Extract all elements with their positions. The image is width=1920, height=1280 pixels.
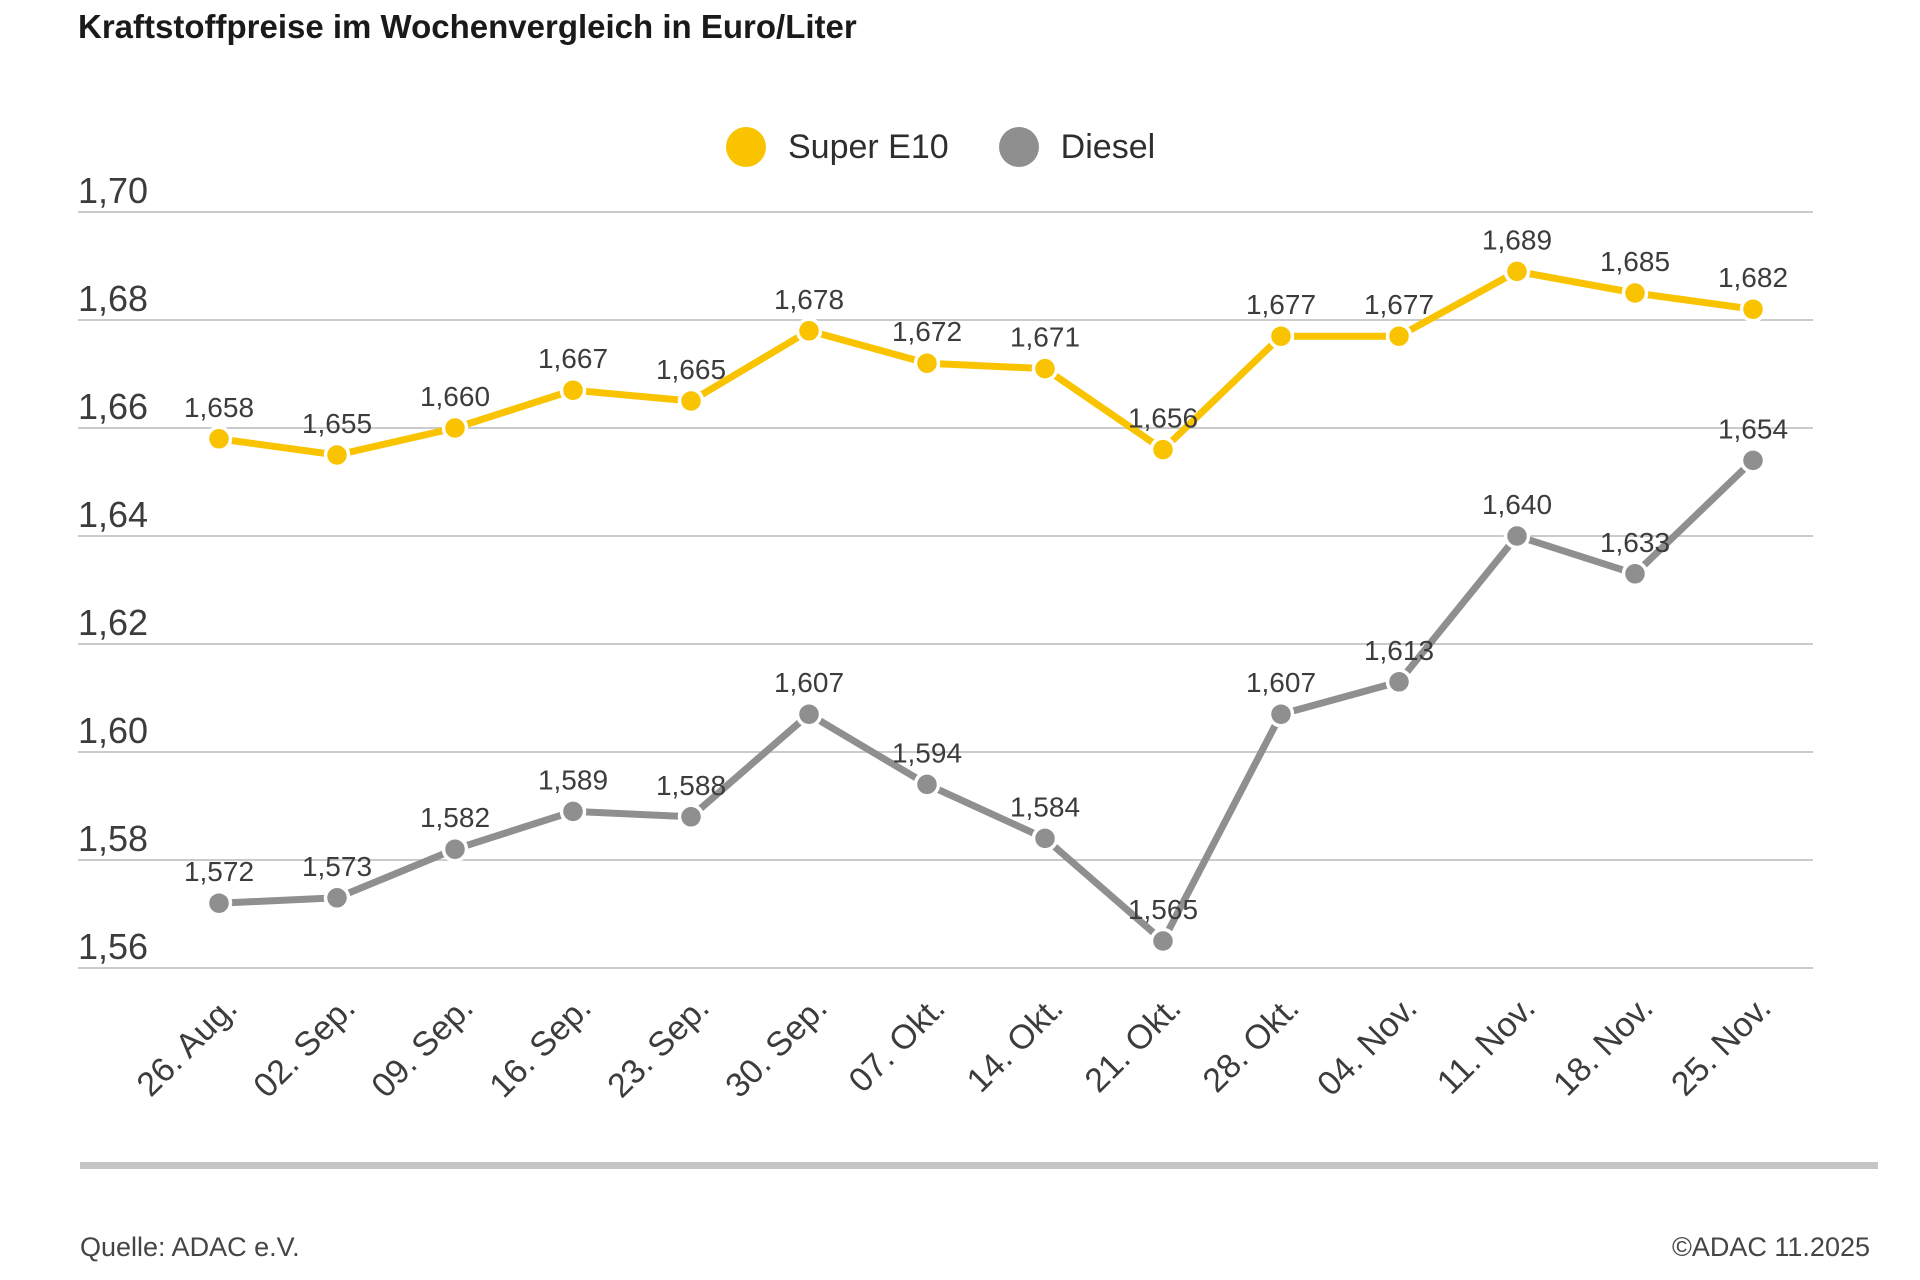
data-point-diesel (1503, 522, 1531, 550)
data-point-super-e10 (1149, 436, 1177, 463)
data-point-label-super-e10: 1,658 (184, 392, 254, 423)
data-point-label-diesel: 1,588 (656, 770, 726, 801)
data-point-label-diesel: 1,572 (184, 856, 254, 887)
data-point-diesel (205, 889, 233, 917)
x-tick-label: 16. Sep. (482, 989, 598, 1105)
data-point-label-super-e10: 1,660 (420, 381, 490, 412)
legend-label-diesel: Diesel (1060, 127, 1156, 166)
data-point-label-diesel: 1,613 (1364, 635, 1434, 666)
data-point-label-diesel: 1,607 (774, 667, 844, 698)
series-line-super-e10 (215, 267, 1757, 459)
y-tick-label: 1,70 (78, 170, 148, 211)
data-point-super-e10 (205, 425, 233, 453)
data-point-diesel (913, 771, 941, 798)
data-point-label-super-e10: 1,677 (1246, 289, 1316, 320)
data-point-label-diesel: 1,640 (1482, 489, 1552, 520)
data-point-super-e10 (1031, 355, 1059, 382)
x-tick-label: 07. Okt. (842, 989, 953, 1100)
data-point-diesel (559, 798, 587, 825)
y-tick-label: 1,64 (78, 494, 148, 535)
data-point-diesel (1385, 668, 1413, 696)
y-tick-label: 1,66 (78, 386, 148, 427)
data-point-label-super-e10: 1,656 (1128, 403, 1198, 434)
data-point-label-diesel: 1,573 (302, 851, 372, 882)
data-point-label-diesel: 1,582 (420, 802, 490, 833)
source-note: Quelle: ADAC e.V. (80, 1232, 300, 1262)
data-point-super-e10 (1385, 322, 1413, 350)
y-tick-label: 1,68 (78, 278, 148, 319)
y-tick-label: 1,60 (78, 710, 148, 751)
data-point-diesel (677, 803, 705, 831)
data-point-diesel (441, 835, 469, 863)
x-tick-label: 09. Sep. (364, 989, 480, 1105)
y-tick-label: 1,58 (78, 818, 148, 859)
x-tick-label: 30. Sep. (718, 989, 834, 1105)
x-tick-label: 21. Okt. (1078, 989, 1189, 1100)
data-point-label-super-e10: 1,689 (1482, 224, 1552, 255)
data-point-super-e10 (1503, 258, 1531, 285)
chart-legend: Super E10 Diesel (726, 124, 1155, 170)
data-point-diesel (1031, 825, 1059, 852)
data-point-super-e10 (323, 441, 351, 469)
data-point-label-super-e10: 1,677 (1364, 289, 1434, 320)
x-tick-label: 02. Sep. (246, 989, 362, 1105)
data-point-label-diesel: 1,594 (892, 737, 962, 768)
data-point-label-diesel: 1,565 (1128, 894, 1198, 925)
x-tick-label: 28. Okt. (1196, 989, 1307, 1100)
data-point-label-super-e10: 1,655 (302, 408, 372, 439)
data-point-diesel (1267, 700, 1295, 728)
footer-divider (80, 1162, 1878, 1169)
legend-label-super-e10: Super E10 (788, 127, 949, 166)
chart-title: Kraftstoffpreise im Wochenvergleich in E… (78, 8, 857, 45)
data-point-diesel (1739, 447, 1767, 474)
data-point-label-super-e10: 1,665 (656, 354, 726, 385)
data-point-label-super-e10: 1,667 (538, 343, 608, 374)
data-point-super-e10 (441, 414, 469, 442)
data-point-label-diesel: 1,589 (538, 764, 608, 795)
copyright-note: ©ADAC 11.2025 (1671, 1232, 1870, 1262)
data-point-super-e10 (1621, 279, 1649, 307)
data-point-label-super-e10: 1,671 (1010, 322, 1080, 353)
data-point-label-super-e10: 1,685 (1600, 246, 1670, 277)
x-tick-label: 04. Nov. (1310, 989, 1425, 1104)
x-tick-label: 18. Nov. (1546, 989, 1661, 1104)
y-tick-label: 1,56 (78, 926, 148, 967)
x-tick-label: 11. Nov. (1430, 989, 1543, 1102)
x-tick-label: 23. Sep. (600, 989, 716, 1105)
data-point-label-super-e10: 1,682 (1718, 262, 1788, 293)
data-point-super-e10 (677, 387, 705, 415)
data-point-super-e10 (795, 317, 823, 345)
data-point-label-diesel: 1,584 (1010, 791, 1080, 822)
data-point-diesel (795, 700, 823, 728)
legend-dot-diesel-icon (998, 127, 1039, 167)
data-point-label-super-e10: 1,672 (892, 316, 962, 347)
data-point-super-e10 (559, 376, 587, 404)
x-tick-label: 14. Okt. (960, 989, 1071, 1100)
data-point-super-e10 (1739, 295, 1767, 323)
data-point-label-diesel: 1,607 (1246, 667, 1316, 698)
data-point-label-diesel: 1,654 (1718, 413, 1788, 444)
data-point-diesel (1621, 560, 1649, 588)
x-tick-label: 25. Nov. (1664, 989, 1779, 1104)
y-tick-label: 1,62 (78, 602, 148, 643)
data-point-super-e10 (1267, 322, 1295, 350)
data-point-diesel (323, 884, 351, 912)
data-point-super-e10 (913, 349, 941, 377)
series-line-diesel (215, 456, 1757, 945)
data-point-label-super-e10: 1,678 (774, 284, 844, 315)
data-point-diesel (1149, 927, 1177, 955)
data-point-label-diesel: 1,633 (1600, 527, 1670, 558)
x-tick-label: 26. Aug. (130, 989, 245, 1104)
legend-dot-super-e10-icon (726, 127, 766, 167)
